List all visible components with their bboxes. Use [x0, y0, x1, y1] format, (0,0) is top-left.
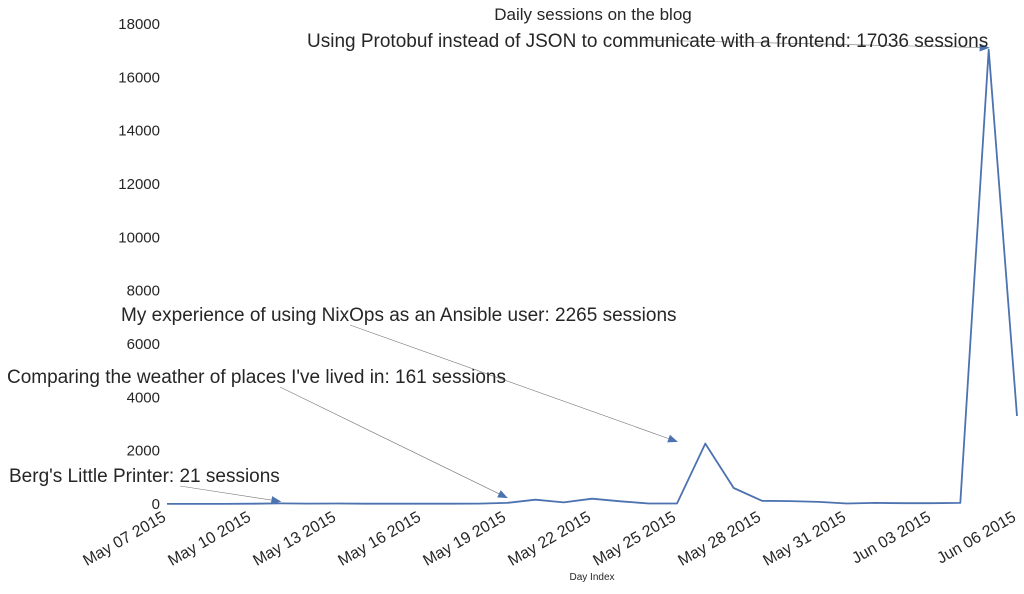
y-axis-ticks: 0 2000 4000 6000 8000 10000 12000 14000 16000 180…: [118, 16, 160, 513]
annotation-label: Comparing the weather of places I've liv…: [7, 367, 506, 388]
x-tick-label: May 16 2015: [335, 509, 424, 570]
y-tick-label: 16000: [118, 69, 160, 86]
x-tick-label: May 13 2015: [250, 509, 339, 570]
x-tick-label: Jun 03 2015: [849, 509, 934, 568]
y-tick-label: 4000: [127, 389, 160, 406]
annotations: Using Protobuf instead of JSON to commun…: [7, 31, 990, 505]
y-tick-label: 18000: [118, 16, 160, 33]
y-tick-label: 14000: [118, 123, 160, 140]
y-tick-label: 0: [152, 496, 160, 513]
x-tick-label: May 19 2015: [420, 509, 509, 570]
annotation-arrow: [349, 324, 678, 443]
x-tick-label: May 28 2015: [675, 509, 764, 570]
annotation-arrow: [179, 485, 282, 505]
series-layer: [167, 48, 1018, 505]
y-tick-label: 6000: [127, 336, 160, 353]
series-line: [167, 48, 1018, 505]
chart-title: Daily sessions on the blog: [494, 5, 692, 24]
annotation-label: My experience of using NixOps as an Ansi…: [121, 305, 677, 326]
y-tick-label: 12000: [118, 176, 160, 193]
x-tick-label: Jun 06 2015: [934, 509, 1019, 568]
annotation-arrow: [639, 39, 990, 52]
y-tick-label: 8000: [127, 283, 160, 300]
x-tick-label: May 10 2015: [165, 509, 254, 570]
y-tick-label: 10000: [118, 229, 160, 246]
x-tick-label: May 25 2015: [590, 509, 679, 570]
x-axis-label: Day Index: [569, 572, 614, 583]
annotation-arrow: [279, 386, 508, 499]
y-tick-label: 2000: [127, 443, 160, 460]
annotation-label: Berg's Little Printer: 21 sessions: [9, 466, 280, 487]
x-tick-label: May 22 2015: [505, 509, 594, 570]
x-tick-label: May 07 2015: [80, 509, 169, 570]
annotation-label: Using Protobuf instead of JSON to commun…: [307, 31, 988, 52]
x-tick-label: May 31 2015: [760, 509, 849, 570]
